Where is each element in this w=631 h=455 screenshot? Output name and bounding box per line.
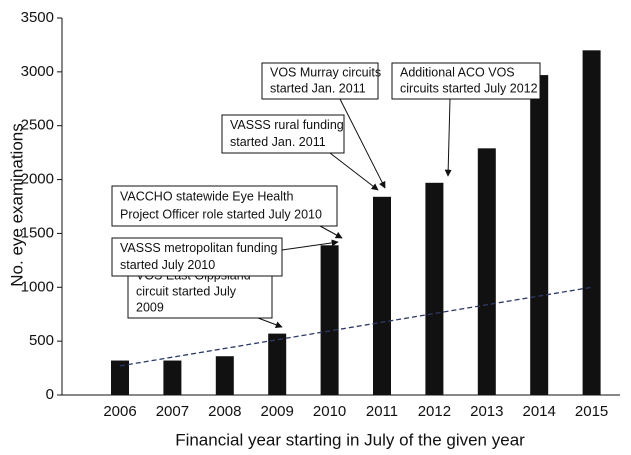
annotation-text: 2009 (136, 300, 164, 314)
bar (477, 148, 496, 395)
annotation-text: Project Officer role started July 2010 (120, 207, 322, 221)
x-tick-label: 2014 (523, 403, 556, 420)
annotation-text: VASSS metropolitan funding (120, 241, 278, 255)
y-axis-title: No. eye examinations (7, 123, 26, 286)
annotation-text: circuit started July (136, 284, 237, 298)
x-tick-label: 2015 (575, 403, 608, 420)
y-tick-label: 3500 (21, 9, 54, 26)
y-tick-label: 2000 (21, 171, 54, 188)
bar (320, 245, 339, 395)
annotation-text: started Jan. 2011 (270, 81, 366, 95)
annotation-text: VACCHO statewide Eye Health (120, 189, 293, 203)
bar (215, 356, 234, 395)
annotation-box (221, 114, 345, 154)
annotation-text: started July 2010 (120, 258, 215, 272)
annotation-text: VASSS rural funding (230, 118, 344, 132)
x-tick-label: 2011 (366, 403, 398, 420)
annotation-arrow (339, 98, 386, 189)
annotation-text: VOS Murray circuits (270, 65, 381, 79)
annotation-text: circuits started July 2012 (400, 81, 538, 95)
y-tick-label: 1000 (21, 278, 54, 295)
annotation-arrow (281, 239, 339, 251)
y-tick-label: 3000 (21, 63, 54, 80)
y-tick-label: 500 (29, 332, 54, 349)
bar (582, 50, 601, 396)
x-axis-title: Financial year starting in July of the g… (175, 430, 525, 449)
annotation-box (111, 237, 283, 277)
bar (268, 333, 287, 395)
annotation-box (261, 62, 379, 100)
annotation-box (391, 62, 541, 100)
x-tick-label: 2009 (261, 403, 294, 420)
bar (425, 182, 444, 395)
annotation-arrow (319, 225, 343, 239)
annotation-arrow (257, 317, 283, 329)
annotation-arrow (444, 98, 452, 177)
bar (530, 75, 549, 396)
bar (111, 360, 129, 395)
y-tick-label: 0 (46, 386, 54, 403)
bar (373, 196, 391, 395)
x-tick-label: 2008 (208, 403, 241, 420)
bar (163, 360, 182, 395)
annotation-box (111, 185, 338, 227)
annotation-text: Additional ACO VOS (400, 65, 515, 79)
x-tick-label: 2012 (418, 403, 451, 420)
y-tick-label: 1500 (21, 224, 54, 241)
annotation-arrow (329, 152, 379, 191)
x-tick-label: 2006 (103, 403, 136, 420)
x-tick-label: 2007 (156, 403, 189, 420)
x-tick-label: 2010 (313, 403, 346, 420)
x-tick-label: 2013 (470, 403, 503, 420)
annotation-text: started Jan. 2011 (230, 135, 326, 149)
y-tick-label: 2500 (21, 117, 54, 134)
